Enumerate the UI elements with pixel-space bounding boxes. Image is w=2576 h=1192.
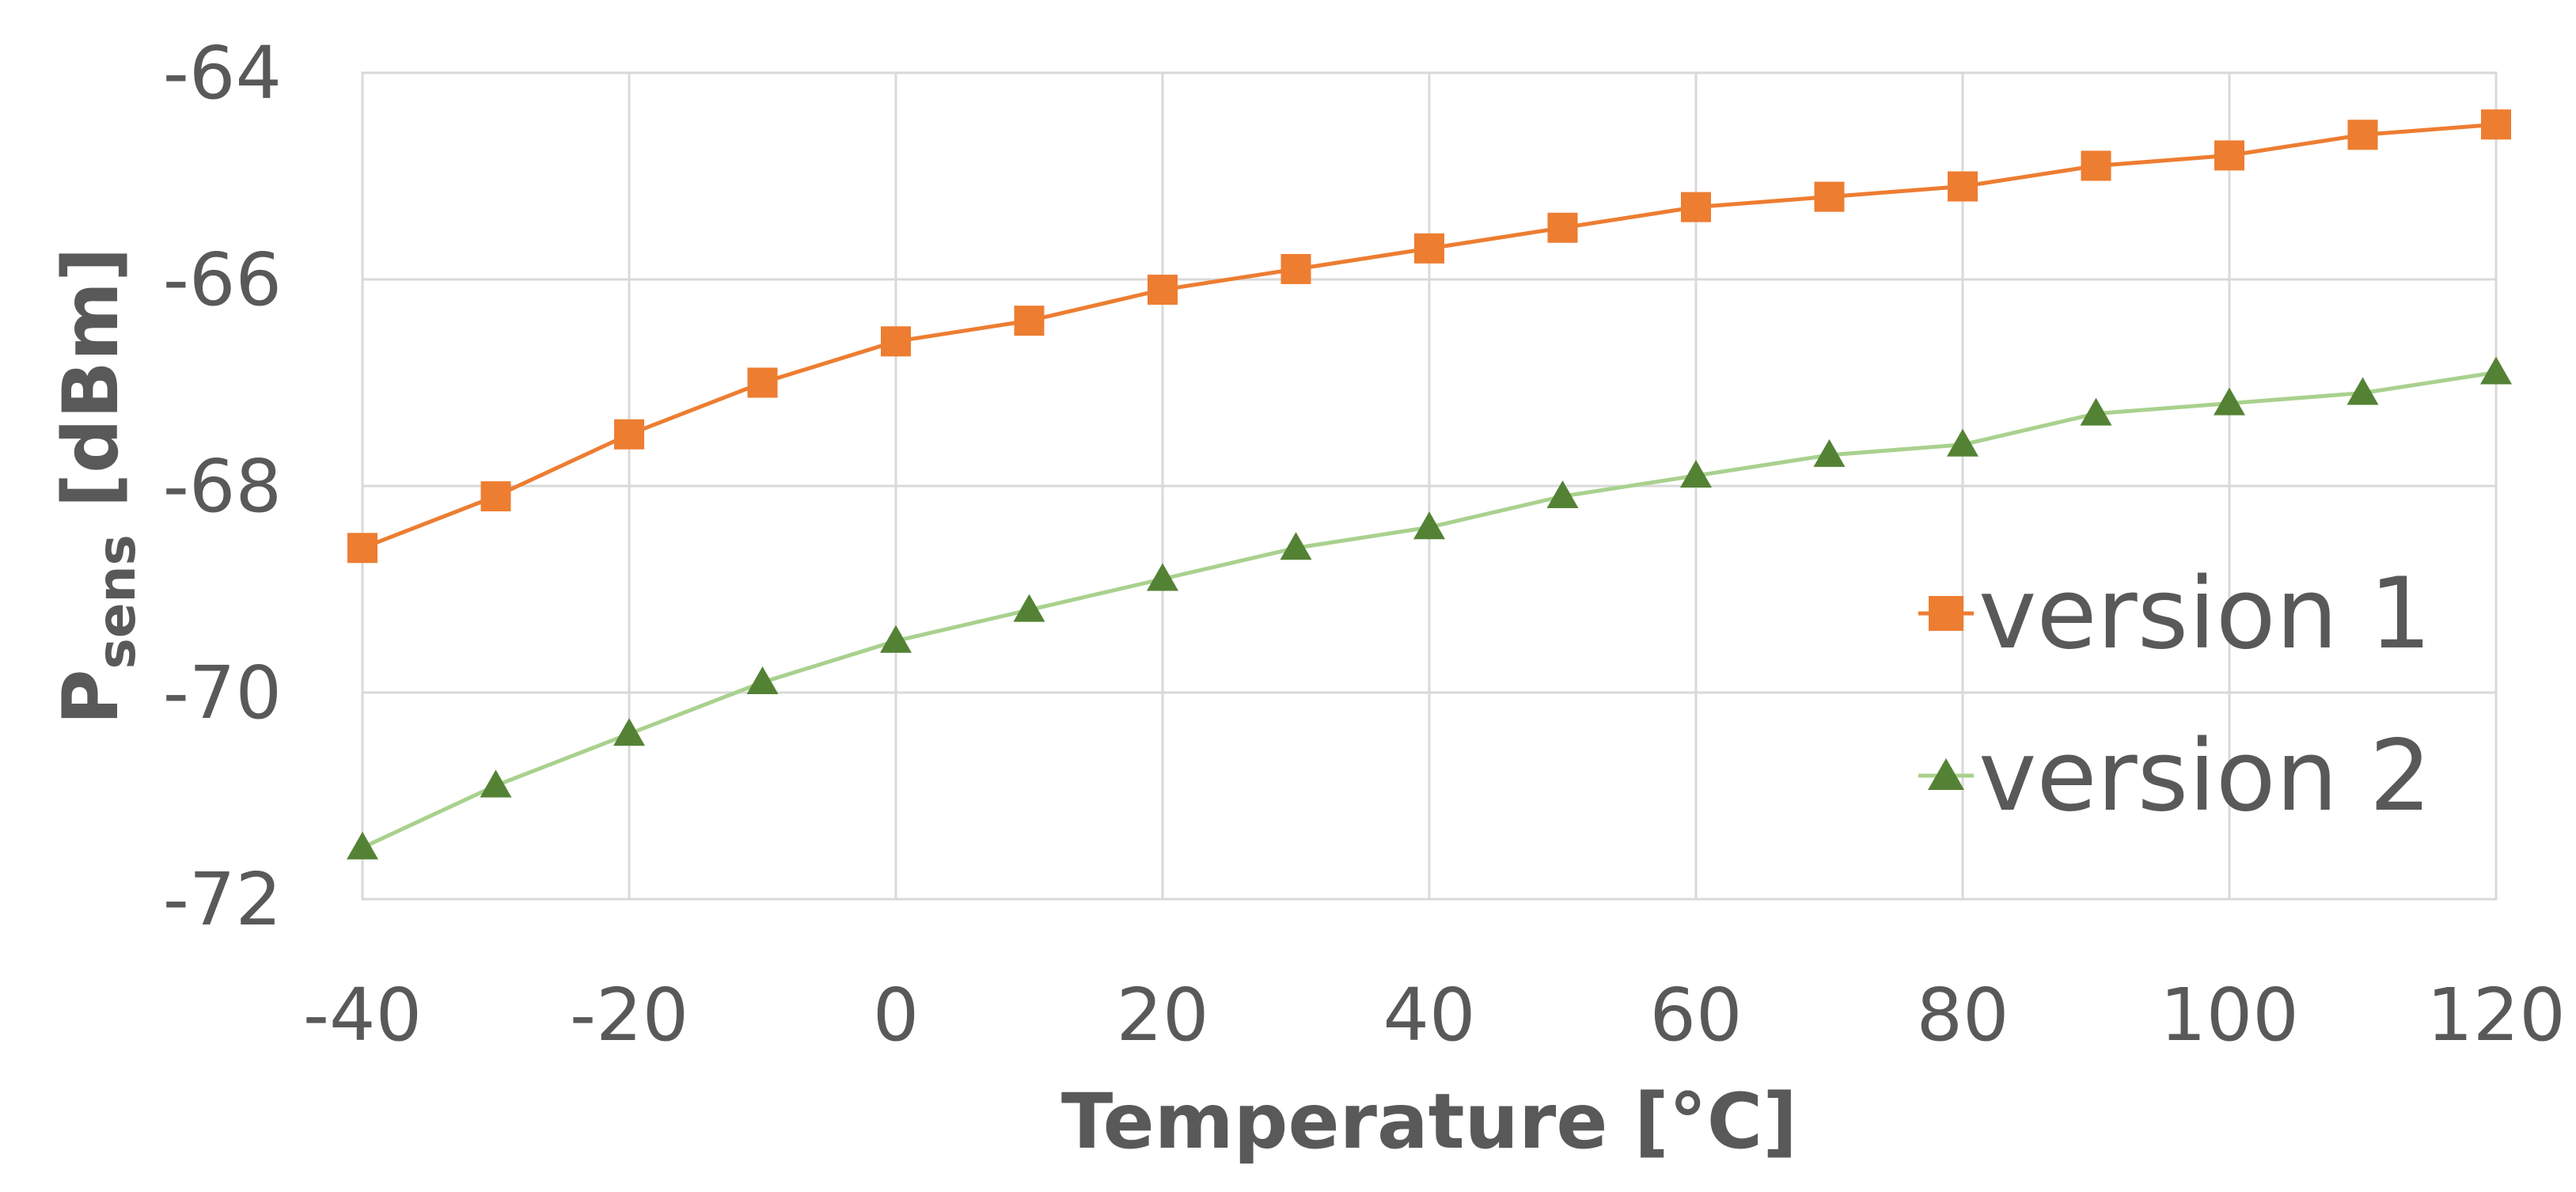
data-point-version-2 (1813, 438, 1846, 467)
data-point-version-2 (2214, 387, 2245, 416)
data-point-version-1 (881, 326, 911, 357)
data-point-version-2 (2346, 377, 2379, 405)
y-axis-title-unit: [dBm] (47, 247, 135, 534)
data-point-version-1 (1948, 171, 1978, 202)
data-point-version-2 (2080, 397, 2112, 426)
data-point-version-2 (1546, 480, 1579, 509)
data-point-version-1 (1547, 212, 1578, 243)
data-point-version-1 (2214, 140, 2244, 171)
data-point-version-1 (2347, 120, 2378, 150)
data-point-version-2 (347, 831, 378, 860)
data-point-version-1 (2481, 109, 2511, 140)
data-point-version-2 (746, 666, 779, 694)
x-tick-label: 20 (1116, 973, 1208, 1057)
plot-area-border (361, 71, 2498, 901)
legend-square-marker-icon (1929, 596, 1963, 631)
x-axis-tick-labels: -40 -20 0 20 40 60 80 100 120 (303, 973, 2566, 1057)
data-point-version-1 (1414, 233, 1444, 264)
x-tick-label: 40 (1383, 973, 1475, 1057)
data-point-version-1 (1148, 275, 1178, 306)
data-point-version-2 (480, 769, 512, 798)
x-tick-label: -20 (570, 973, 689, 1057)
y-tick-label: -72 (163, 857, 282, 942)
data-point-version-1 (1681, 192, 1711, 222)
data-point-version-2 (1947, 428, 1978, 457)
x-tick-label: -40 (303, 973, 422, 1057)
legend-item-version-1: version 1 (1918, 557, 2431, 671)
x-tick-label: 80 (1916, 973, 2009, 1057)
legend-label-version-1: version 1 (1978, 557, 2431, 671)
legend-item-version-2: version 2 (1918, 719, 2431, 833)
data-point-version-2 (1680, 459, 1712, 488)
data-point-version-2 (1280, 532, 1312, 560)
data-point-version-2 (2480, 356, 2512, 385)
legend-triangle-marker-icon (1928, 758, 1964, 790)
data-point-version-2 (1147, 563, 1178, 591)
data-point-version-1 (480, 481, 511, 512)
data-point-version-2 (1413, 511, 1445, 540)
legend-label-version-2: version 2 (1978, 719, 2431, 833)
data-point-version-1 (2081, 150, 2111, 181)
y-tick-label: -66 (163, 237, 282, 322)
x-tick-label: 0 (873, 973, 920, 1057)
y-axis-tick-labels: -64 -66 -68 -70 -72 (163, 31, 282, 942)
data-point-version-2 (613, 718, 645, 746)
y-tick-label: -68 (163, 444, 282, 529)
x-tick-label: 60 (1649, 973, 1742, 1057)
y-axis-title-sub: sens (86, 534, 147, 669)
series-version-1 (347, 109, 2511, 564)
data-point-version-1 (747, 367, 778, 398)
x-tick-label: 100 (2160, 973, 2299, 1057)
data-point-version-2 (880, 624, 912, 653)
data-point-version-1 (1014, 306, 1045, 336)
data-point-version-1 (1814, 181, 1845, 212)
data-point-version-1 (347, 533, 377, 564)
y-tick-label: -70 (163, 651, 282, 735)
x-tick-label: 120 (2426, 973, 2566, 1057)
data-point-version-1 (1280, 253, 1311, 284)
data-point-version-1 (614, 419, 644, 450)
x-axis-title: Temperature [°C] (1061, 1077, 1797, 1166)
y-axis-title-main: P (47, 670, 135, 725)
series-layer (347, 109, 2512, 860)
y-axis-title: Psens [dBm] (47, 247, 147, 725)
data-point-version-2 (1013, 594, 1045, 622)
series-version-2 (347, 356, 2512, 860)
legend: version 1 version 2 (1918, 557, 2431, 833)
y-tick-label: -64 (163, 31, 282, 116)
